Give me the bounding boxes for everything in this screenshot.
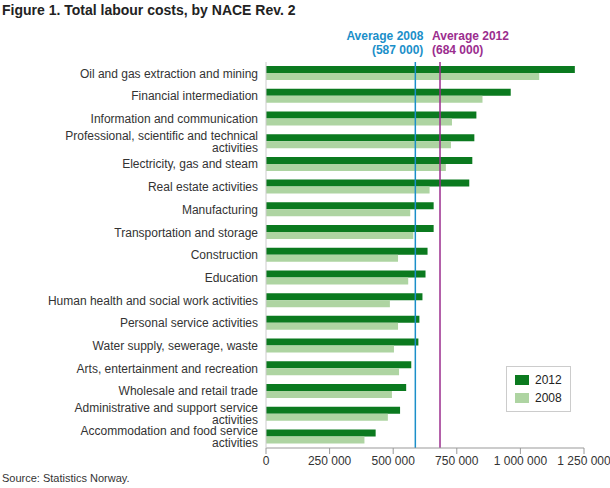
svg-text:Information and communication: Information and communication [91, 112, 258, 126]
svg-text:1 250 000: 1 250 000 [557, 454, 602, 468]
svg-text:750 000: 750 000 [435, 454, 479, 468]
svg-text:1 000 000: 1 000 000 [494, 454, 548, 468]
html-text:2012: 2012 [535, 373, 562, 387]
svg-text:Human health and social work a: Human health and social work activities [48, 294, 258, 308]
svg-text:Financial intermediation: Financial intermediation [131, 89, 258, 103]
svg-text:250 000: 250 000 [308, 454, 352, 468]
html-text:activities: activities [212, 413, 258, 428]
svg-text:Professional, scientific and t: Professional, scientific and technicalac… [65, 129, 258, 155]
svg-text:Transportation and storage: Transportation and storage [114, 226, 258, 240]
svg-text:Construction: Construction [191, 248, 258, 262]
svg-text:Real estate activities: Real estate activities [148, 180, 258, 194]
svg-text:0: 0 [263, 454, 270, 468]
svg-text:Wholesale and retail trade: Wholesale and retail trade [119, 384, 259, 398]
svg-text:(587 000): (587 000) [372, 43, 423, 57]
svg-text:Arts, entertainment and recrea: Arts, entertainment and recreation [77, 362, 258, 376]
svg-text:Average 2012: Average 2012 [432, 29, 509, 43]
html-text:2008: 2008 [535, 391, 562, 405]
html-text:Source: Statistics Norway.: Source: Statistics Norway. [2, 472, 130, 484]
svg-text:Electricity, gas and steam: Electricity, gas and steam [122, 157, 258, 171]
svg-text:Oil and gas extraction and min: Oil and gas extraction and mining [80, 67, 258, 81]
svg-text:Average 2008: Average 2008 [346, 29, 423, 43]
html-text:Administrative and support ser: Administrative and support service [74, 401, 258, 416]
svg-text:(684 000): (684 000) [432, 43, 483, 57]
svg-text:Personal service activities: Personal service activities [120, 316, 258, 330]
svg-text:500 000: 500 000 [372, 454, 416, 468]
html-text:Figure 1. Total labour costs,: Figure 1. Total labour costs, by NACE Re… [2, 2, 296, 18]
svg-text:Accommodation and food service: Accommodation and food serviceactivities [81, 424, 259, 450]
svg-text:Manufacturing: Manufacturing [182, 203, 258, 217]
svg-text:Water supply, sewerage, waste: Water supply, sewerage, waste [93, 339, 259, 353]
svg-text:Education: Education [205, 271, 258, 285]
